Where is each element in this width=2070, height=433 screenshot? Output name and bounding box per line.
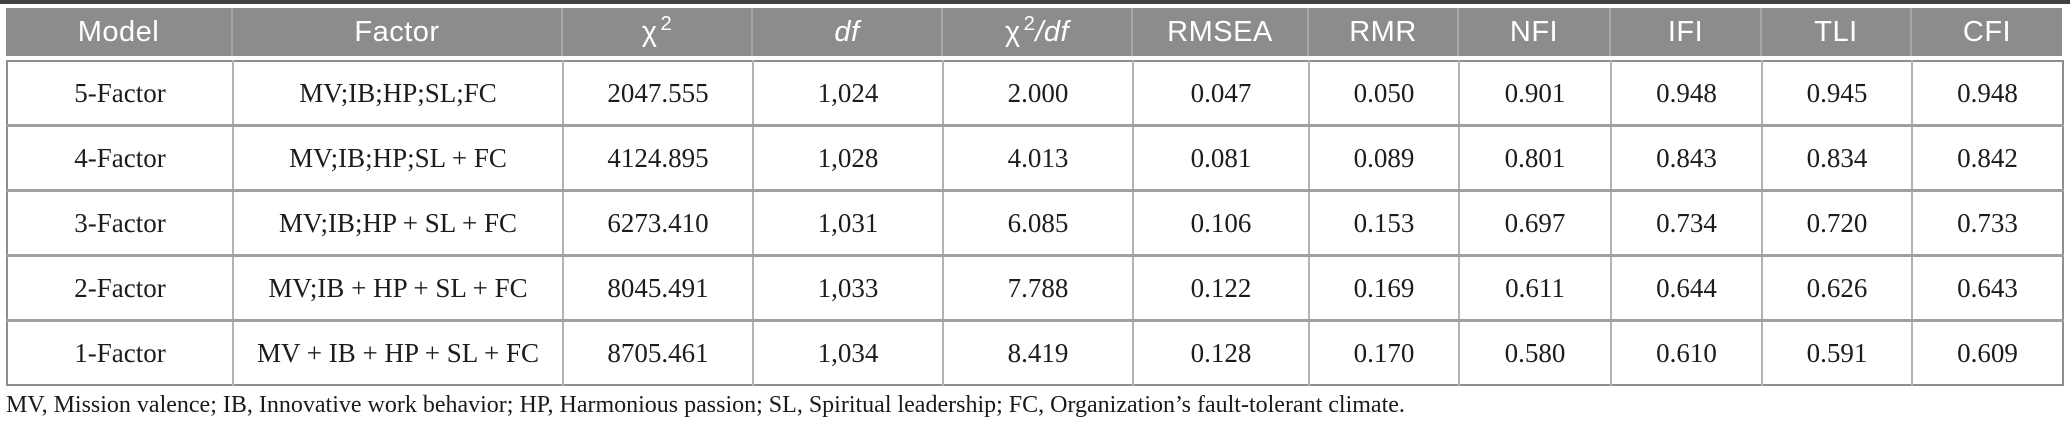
cell-chi2df: 4.013 [943,125,1134,192]
cell-model: 5-Factor [7,61,234,127]
header-cell-df: df [752,8,943,56]
cell-df: 1,031 [753,190,944,257]
table-row: 3-Factor MV;IB;HP + SL + FC 6273.410 1,031 6… [7,190,2063,257]
cell-nfi: 0.801 [1459,125,1612,192]
cell-model: 3-Factor [7,190,234,257]
cell-chi2: 6273.410 [563,190,754,257]
cell-rmr: 0.170 [1309,320,1460,385]
table-body-table: 5-Factor MV;IB;HP;SL;FC 2047.555 1,024 2.000… [6,60,2064,386]
cell-cfi: 0.733 [1912,190,2063,257]
cell-ifi: 0.843 [1611,125,1763,192]
model-fit-table: Model Factor χ 2 df χ 2/df RMSEA RMR NFI IFI TLI CFI… [6,8,2064,386]
cell-factor: MV;IB;HP + SL + FC [233,190,564,257]
cell-tli: 0.626 [1762,255,1913,322]
cell-chi2: 8045.491 [563,255,754,322]
cell-cfi: 0.609 [1912,320,2063,385]
cell-rmr: 0.169 [1309,255,1460,322]
table-row: 5-Factor MV;IB;HP;SL;FC 2047.555 1,024 2.000… [7,61,2063,127]
cell-model: 2-Factor [7,255,234,322]
header-cell-model: Model [6,8,233,56]
cell-df: 1,034 [753,320,944,385]
cell-model: 4-Factor [7,125,234,192]
cell-ifi: 0.948 [1611,61,1763,127]
header-cell-cfi: CFI [1911,8,2062,56]
cell-chi2df: 7.788 [943,255,1134,322]
cell-df: 1,028 [753,125,944,192]
table-row: 1-Factor MV + IB + HP + SL + FC 8705.461 1,… [7,320,2063,385]
cell-rmr: 0.153 [1309,190,1460,257]
cell-rmr: 0.089 [1309,125,1460,192]
cell-cfi: 0.842 [1912,125,2063,192]
cell-rmr: 0.050 [1309,61,1460,127]
cell-chi2: 2047.555 [563,61,754,127]
cell-rmsea: 0.122 [1133,255,1310,322]
cell-chi2df: 2.000 [943,61,1134,127]
header-cell-tli: TLI [1761,8,1912,56]
cell-factor: MV + IB + HP + SL + FC [233,320,564,385]
header-cell-rmr: RMR [1308,8,1459,56]
header-cell-ifi: IFI [1610,8,1762,56]
cell-tli: 0.834 [1762,125,1913,192]
cell-chi2df: 6.085 [943,190,1134,257]
footnote: MV, Mission valence; IB, Innovative work… [6,392,1405,418]
header-cell-nfi: NFI [1458,8,1611,56]
cell-chi2: 4124.895 [563,125,754,192]
cell-factor: MV;IB;HP;SL + FC [233,125,564,192]
cell-model: 1-Factor [7,320,234,385]
cell-factor: MV;IB + HP + SL + FC [233,255,564,322]
header-row: Model Factor χ 2 df χ 2/df RMSEA RMR NFI IFI TLI CFI [6,8,2062,56]
cell-factor: MV;IB;HP;SL;FC [233,61,564,127]
cell-ifi: 0.610 [1611,320,1763,385]
cell-rmsea: 0.106 [1133,190,1310,257]
cell-rmsea: 0.128 [1133,320,1310,385]
cell-ifi: 0.734 [1611,190,1763,257]
cell-df: 1,033 [753,255,944,322]
cell-tli: 0.720 [1762,190,1913,257]
cell-df: 1,024 [753,61,944,127]
cell-tli: 0.591 [1762,320,1913,385]
cell-chi2: 8705.461 [563,320,754,385]
header-cell-rmsea: RMSEA [1132,8,1309,56]
cell-rmsea: 0.047 [1133,61,1310,127]
cell-nfi: 0.697 [1459,190,1612,257]
cell-nfi: 0.580 [1459,320,1612,385]
cell-cfi: 0.643 [1912,255,2063,322]
table-body: 5-Factor MV;IB;HP;SL;FC 2047.555 1,024 2.000… [7,61,2063,385]
cell-ifi: 0.644 [1611,255,1763,322]
cell-chi2df: 8.419 [943,320,1134,385]
table-row: 2-Factor MV;IB + HP + SL + FC 8045.491 1,03… [7,255,2063,322]
header-cell-chi2df: χ 2/df [942,8,1133,56]
cell-nfi: 0.901 [1459,61,1612,127]
table-row: 4-Factor MV;IB;HP;SL + FC 4124.895 1,028 4.0… [7,125,2063,192]
cell-tli: 0.945 [1762,61,1913,127]
cell-nfi: 0.611 [1459,255,1612,322]
cell-rmsea: 0.081 [1133,125,1310,192]
header-cell-factor: Factor [232,8,563,56]
cell-cfi: 0.948 [1912,61,2063,127]
top-rule-divider [0,0,2070,4]
table-header: Model Factor χ 2 df χ 2/df RMSEA RMR NFI IFI TLI CFI [6,8,2062,56]
